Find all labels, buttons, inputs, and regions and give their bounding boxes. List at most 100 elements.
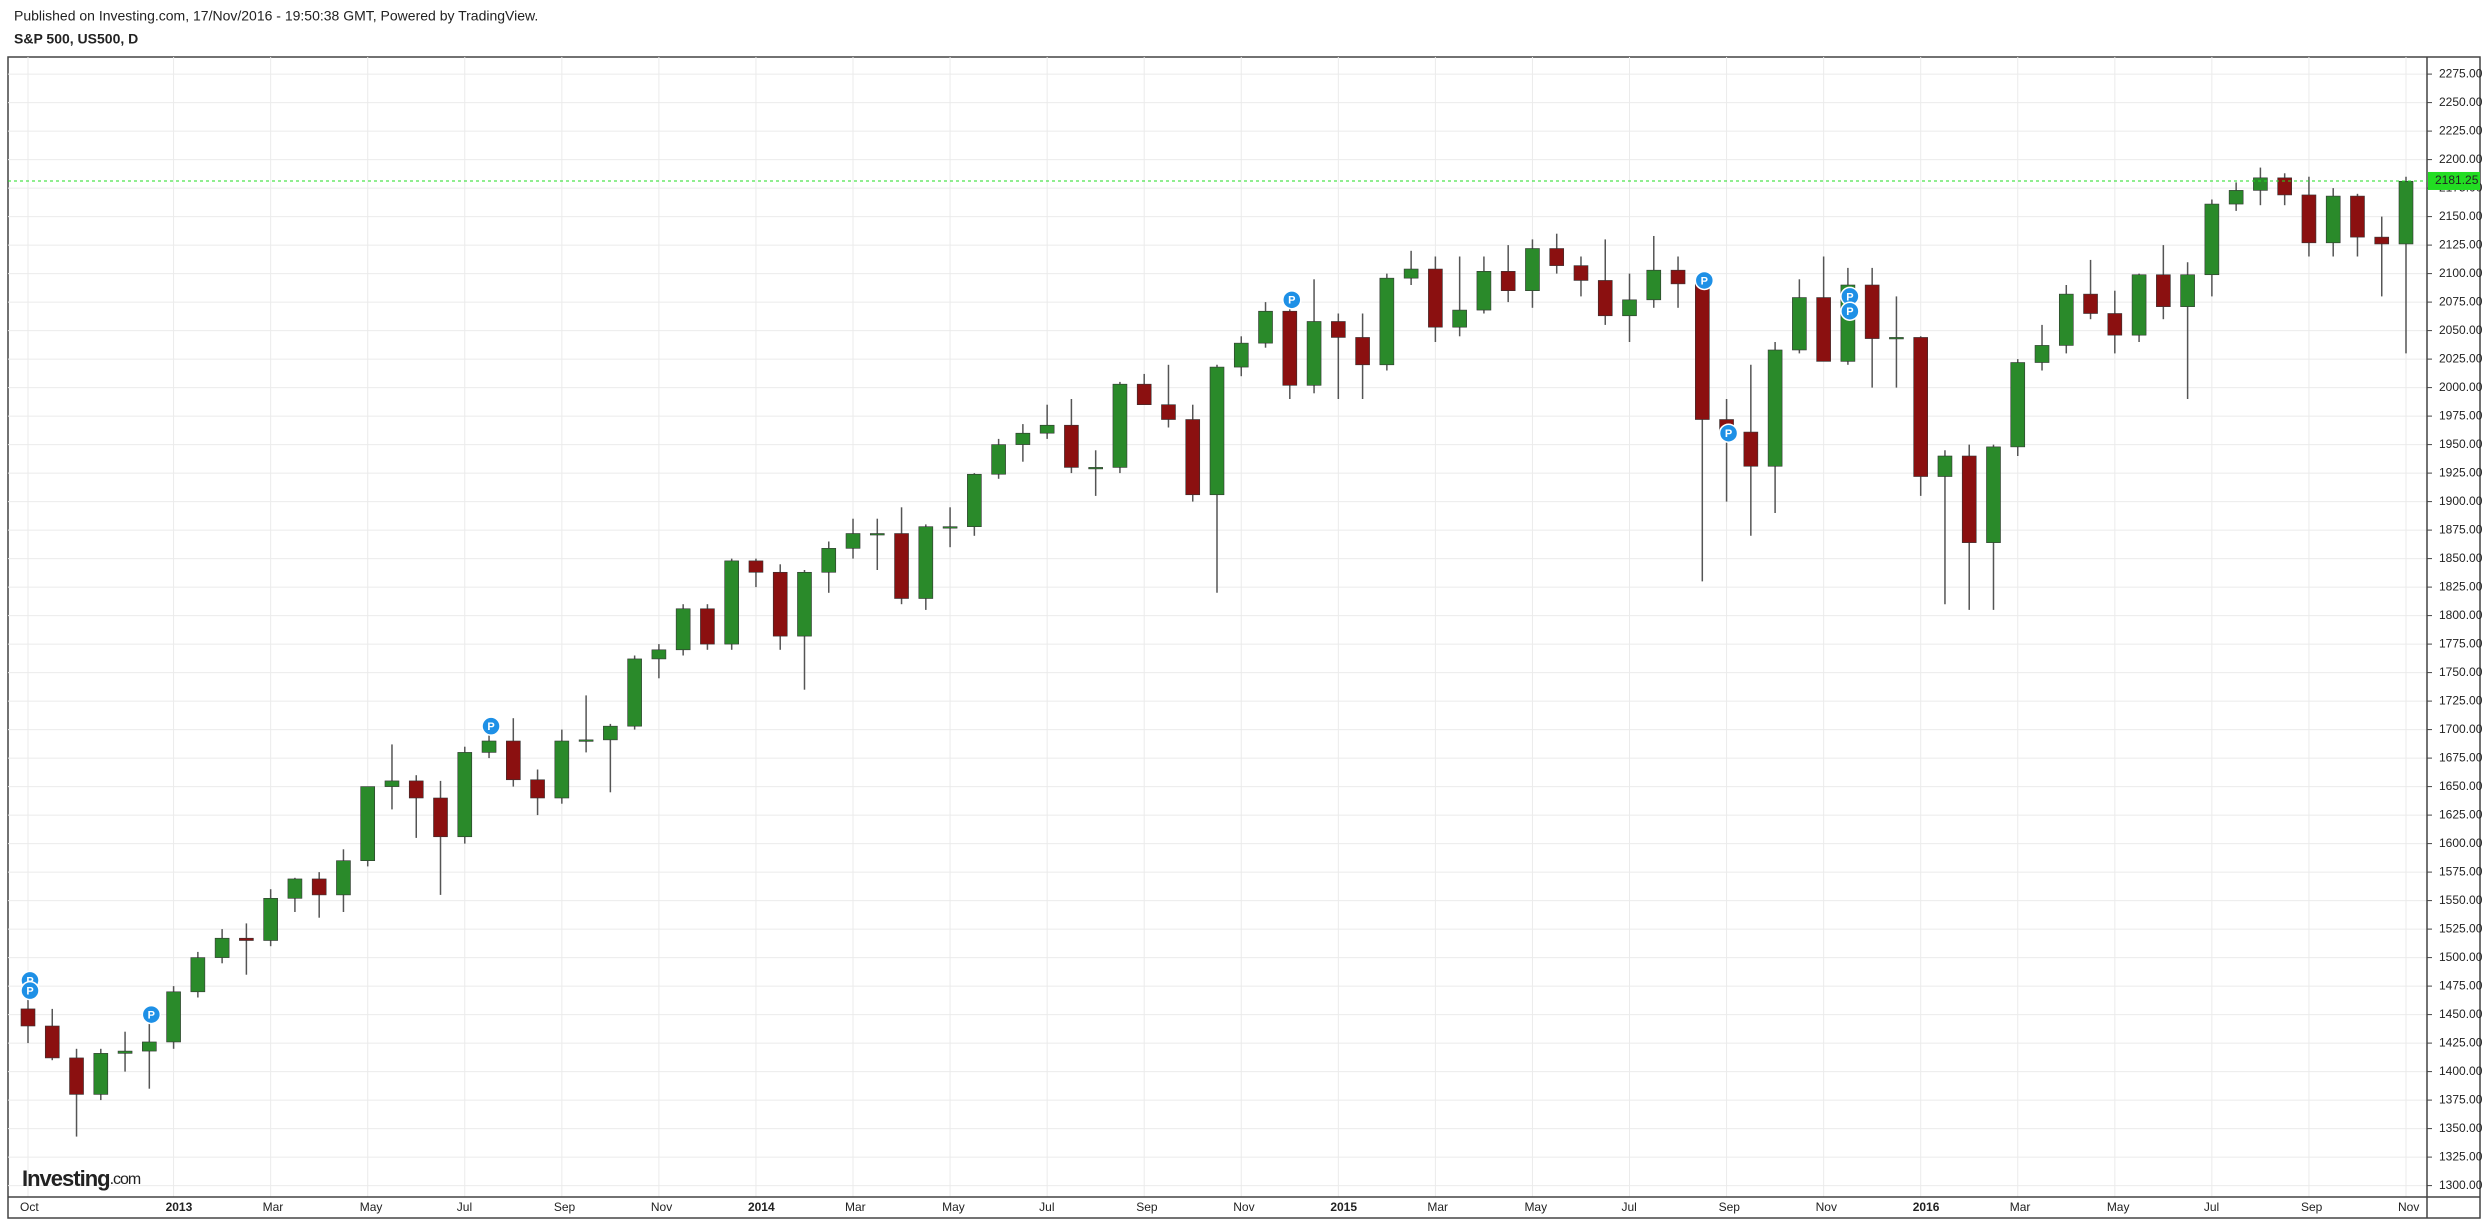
x-tick-label: 2013 [166, 1200, 193, 1214]
x-tick-label: May [360, 1200, 383, 1214]
x-tick-label: Mar [2010, 1200, 2031, 1214]
candle-body [1282, 310, 1298, 386]
x-tick-label: May [942, 1200, 965, 1214]
x-tick-label: Sep [2301, 1200, 2323, 1214]
candle-body [1573, 265, 1589, 281]
candle-body [384, 780, 400, 787]
idea-marker [481, 716, 501, 736]
y-tick-label: 2000.00 [2439, 380, 2483, 394]
candle-body [918, 526, 934, 599]
y-tick-label: 1600.00 [2439, 836, 2483, 850]
candle-body [69, 1057, 84, 1095]
candle-body [1646, 269, 1662, 301]
candle-body [700, 608, 715, 645]
y-tick-label: 1850.00 [2439, 551, 2483, 565]
idea-marker-label: P [1846, 306, 1853, 318]
candle-body [1015, 432, 1031, 445]
candle-body [2180, 274, 2195, 307]
y-tick-label: 1650.00 [2439, 779, 2483, 793]
candle-body [506, 740, 521, 781]
y-tick-label: 1675.00 [2439, 750, 2483, 764]
y-tick-label: 2075.00 [2439, 294, 2483, 308]
y-tick-label: 1500.00 [2439, 950, 2483, 964]
x-tick-label: Nov [1233, 1200, 1254, 1214]
candle-body [1937, 455, 1953, 477]
symbol-title: S&P 500, US500, D [14, 31, 138, 47]
y-tick-label: 1775.00 [2439, 636, 2483, 650]
y-tick-label: 2250.00 [2439, 95, 2483, 109]
candle-body [1039, 424, 1055, 434]
candle-body [1306, 321, 1322, 386]
idea-marker-label: P [26, 986, 33, 998]
candle-body [1355, 337, 1370, 366]
y-tick-label: 1875.00 [2439, 522, 2483, 536]
candle-body [967, 473, 982, 527]
candle-body [1986, 446, 2001, 543]
candle-body [1088, 467, 1103, 470]
candle-body [2131, 274, 2147, 336]
candle-body [2374, 236, 2390, 245]
y-tick-label: 2225.00 [2439, 123, 2483, 137]
candle-body [1961, 455, 1977, 543]
candle-body [651, 649, 667, 660]
candle-body [263, 898, 278, 941]
y-tick-label: 1725.00 [2439, 693, 2483, 707]
x-tick-label: Sep [1719, 1200, 1741, 1214]
y-tick-label: 1325.00 [2439, 1149, 2483, 1163]
idea-marker [1694, 270, 1715, 291]
candle-body [93, 1053, 109, 1095]
candle-body [117, 1050, 133, 1054]
candle-body [2083, 293, 2098, 314]
x-tick-label: Oct [20, 1200, 39, 1214]
logo-main: Investing [22, 1166, 110, 1191]
candle-body [748, 560, 764, 573]
x-tick-label: May [1524, 1200, 1547, 1214]
idea-marker [1718, 423, 1739, 443]
candle-body [530, 779, 545, 799]
published-note: Published on Investing.com, 17/Nov/2016 … [14, 8, 538, 24]
candle-body [2253, 177, 2268, 191]
x-tick-label: Jul [457, 1200, 472, 1214]
x-tick-label: Jul [1039, 1200, 1054, 1214]
candle-body [797, 571, 812, 637]
candle-body [1816, 297, 1831, 362]
candle-body [1889, 337, 1904, 340]
idea-marker [20, 980, 40, 1001]
frame [7, 56, 2481, 1219]
candle-body [724, 560, 739, 645]
candle-body [457, 752, 473, 838]
x-tick-label: 2015 [1330, 1200, 1357, 1214]
candle-body [2398, 180, 2414, 245]
candle-body [1161, 404, 1176, 420]
candle-body [1476, 271, 1492, 311]
logo-suffix: .com [110, 1171, 141, 1188]
candle-body [2228, 190, 2244, 205]
candle-body [2107, 313, 2123, 336]
candle-body [142, 1041, 157, 1052]
idea-marker [1840, 301, 1860, 321]
candle-body [603, 725, 618, 741]
y-tick-label: 1550.00 [2439, 893, 2483, 907]
candle-body [772, 571, 788, 637]
x-tick-label: 2014 [748, 1200, 775, 1214]
candle-body [894, 533, 909, 599]
y-tick-label: 2100.00 [2439, 266, 2483, 280]
y-tick-label: 1350.00 [2439, 1121, 2483, 1135]
candle-body [2277, 177, 2292, 196]
y-tick-label: 1625.00 [2439, 807, 2483, 821]
candle-body [1549, 248, 1565, 266]
candle-body [1670, 269, 1686, 285]
y-tick-label: 1925.00 [2439, 465, 2483, 479]
y-tick-label: 1400.00 [2439, 1064, 2483, 1078]
candle-body [1525, 248, 1540, 292]
x-tick-label: Jul [1622, 1200, 1637, 1214]
candle-body [2058, 293, 2074, 346]
candle-body [481, 740, 497, 753]
candle-body [821, 548, 837, 573]
y-tick-label: 1800.00 [2439, 608, 2483, 622]
x-tick-label: Nov [2398, 1200, 2419, 1214]
candle-body [675, 608, 691, 651]
candle-body [214, 937, 230, 958]
candle-body [1233, 342, 1249, 368]
